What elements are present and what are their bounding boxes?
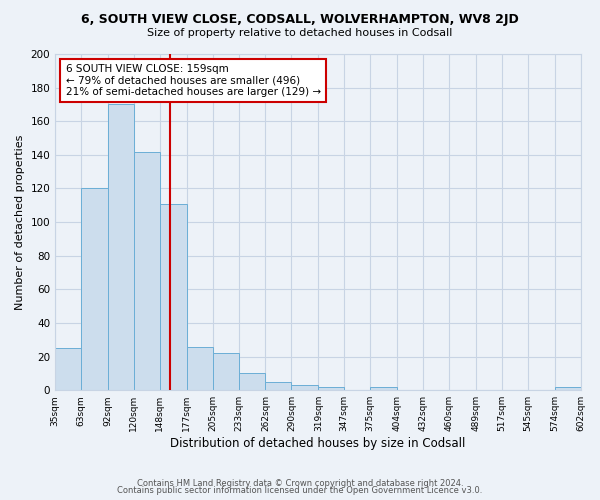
Y-axis label: Number of detached properties: Number of detached properties	[15, 134, 25, 310]
Text: 6 SOUTH VIEW CLOSE: 159sqm
← 79% of detached houses are smaller (496)
21% of sem: 6 SOUTH VIEW CLOSE: 159sqm ← 79% of deta…	[65, 64, 321, 98]
Bar	[134, 152, 160, 390]
Bar	[81, 188, 108, 390]
Bar	[187, 346, 212, 390]
Bar	[554, 387, 581, 390]
Bar	[292, 385, 318, 390]
Bar	[160, 204, 187, 390]
Bar	[318, 387, 344, 390]
Bar	[108, 104, 134, 390]
Bar	[55, 348, 81, 390]
Text: Contains public sector information licensed under the Open Government Licence v3: Contains public sector information licen…	[118, 486, 482, 495]
Text: 6, SOUTH VIEW CLOSE, CODSALL, WOLVERHAMPTON, WV8 2JD: 6, SOUTH VIEW CLOSE, CODSALL, WOLVERHAMP…	[81, 12, 519, 26]
Bar	[239, 374, 265, 390]
Bar	[212, 353, 239, 390]
X-axis label: Distribution of detached houses by size in Codsall: Distribution of detached houses by size …	[170, 437, 466, 450]
Text: Contains HM Land Registry data © Crown copyright and database right 2024.: Contains HM Land Registry data © Crown c…	[137, 478, 463, 488]
Bar	[265, 382, 292, 390]
Text: Size of property relative to detached houses in Codsall: Size of property relative to detached ho…	[148, 28, 452, 38]
Bar	[370, 387, 397, 390]
